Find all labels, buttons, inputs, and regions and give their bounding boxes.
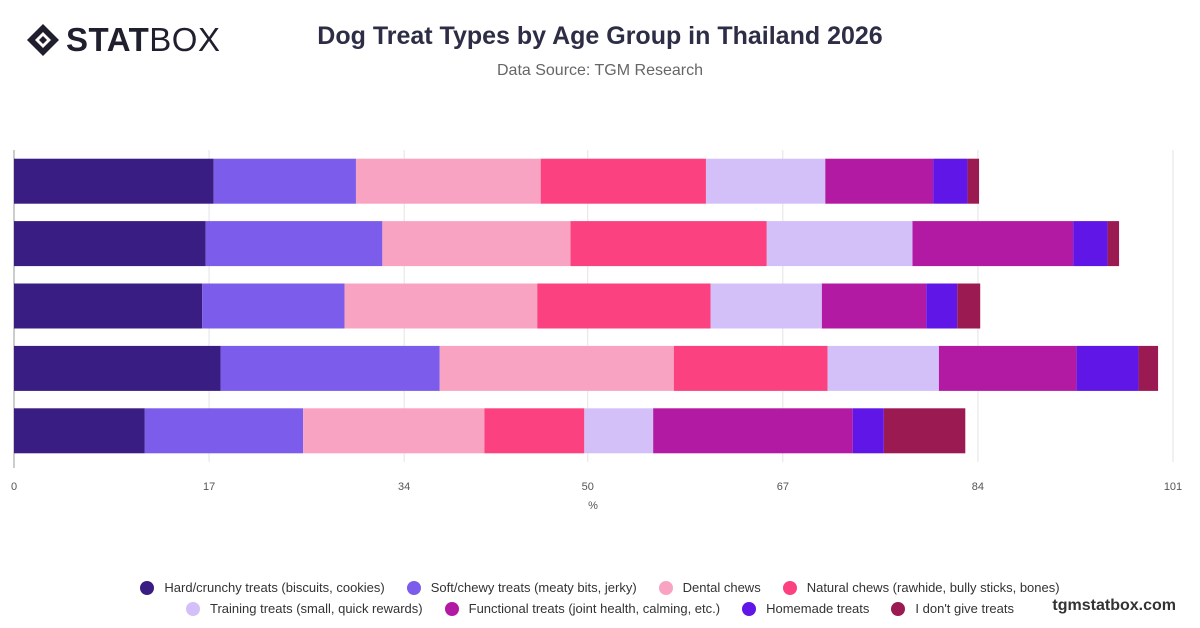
bar-segment (14, 283, 203, 329)
stacked-bar-chart: 0 17 34 50 67 84 101% (11, 150, 1182, 512)
bar-segment (926, 283, 958, 329)
legend-label: Homemade treats (766, 601, 870, 616)
bar-segment (933, 158, 968, 204)
bar-segment (439, 345, 674, 391)
bar-segment (827, 345, 939, 391)
bar-segment (653, 408, 853, 454)
legend-item[interactable]: Dental chews (658, 580, 761, 595)
bar-segment (213, 158, 356, 204)
bar-segment (14, 158, 214, 204)
bar-segment (1076, 345, 1139, 391)
chart-subtitle: Data Source: TGM Research (496, 62, 703, 79)
bar-segment (570, 221, 767, 267)
x-tick-label: 50 (582, 481, 594, 493)
legend-row: Hard/crunchy treats (biscuits, cookies) S… (0, 580, 1200, 595)
legend-row: Training treats (small, quick rewards) Fu… (0, 601, 1200, 616)
legend-label: Soft/chewy treats (meaty bits, jerky) (430, 580, 637, 595)
bar-segment (821, 283, 927, 329)
bar-segment (540, 158, 706, 204)
bar-segment (14, 345, 221, 391)
legend-label: Hard/crunchy treats (biscuits, cookies) (164, 580, 385, 595)
bar-segment (1138, 345, 1159, 391)
watermark: tgmstatbox.com (1052, 597, 1176, 614)
bar-segment (912, 221, 1074, 267)
bar-segment (705, 158, 826, 204)
bar-segment (14, 408, 145, 454)
bar-segment (355, 158, 541, 204)
bar-segment (1073, 221, 1108, 267)
bar-segment (144, 408, 304, 454)
bar-segment (852, 408, 884, 454)
bar-segment (673, 345, 828, 391)
bar-segment (938, 345, 1077, 391)
bar-segment (484, 408, 585, 454)
legend-label: Natural chews (rawhide, bully sticks, bo… (806, 580, 1060, 595)
bar-segment (766, 221, 913, 267)
bar-segment (1107, 221, 1120, 267)
legend-item[interactable]: I don't give treats (891, 601, 1014, 616)
legend-label: I don't give treats (915, 601, 1014, 616)
legend-swatch (140, 580, 155, 595)
bar-segment (584, 408, 654, 454)
legend-label: Training treats (small, quick rewards) (209, 601, 423, 616)
bar-segment (537, 283, 711, 329)
bar-segment (825, 158, 934, 204)
legend-swatch (891, 601, 906, 616)
legend-item[interactable]: Training treats (small, quick rewards) (185, 601, 423, 616)
bar-segment (220, 345, 440, 391)
legend-item[interactable]: Hard/crunchy treats (biscuits, cookies) (140, 580, 385, 595)
legend-swatch (444, 601, 459, 616)
legend-label: Dental chews (682, 580, 761, 595)
bar-segment (303, 408, 485, 454)
x-tick-label: 34 (398, 481, 410, 493)
x-tick-label: 101 (1164, 481, 1182, 493)
bar-segment (967, 158, 980, 204)
legend-swatch (658, 580, 673, 595)
bar-segment (710, 283, 822, 329)
diamond-logo-icon (27, 24, 59, 56)
bar-segment (202, 283, 345, 329)
bar-segment (14, 221, 206, 267)
legend-swatch (742, 601, 757, 616)
x-tick-label: 0 (11, 481, 17, 493)
legend-item[interactable]: Soft/chewy treats (meaty bits, jerky) (406, 580, 637, 595)
bar-segment (344, 283, 538, 329)
bar-segment (883, 408, 966, 454)
bar-segment (382, 221, 571, 267)
x-axis-label: % (588, 500, 598, 512)
legend-item[interactable]: Homemade treats (742, 601, 869, 616)
legend-item[interactable]: Natural chews (rawhide, bully sticks, bo… (782, 580, 1060, 595)
logo-wordmark: STATBOX (66, 21, 221, 58)
legend-label: Functional treats (joint health, calming… (468, 601, 721, 616)
x-tick-label: 17 (203, 481, 215, 493)
chart-title: Dog Treat Types by Age Group in Thailand… (317, 22, 883, 50)
legend-swatch (406, 580, 421, 595)
legend-swatch (185, 601, 200, 616)
bar-segment (957, 283, 981, 329)
legend-swatch (782, 580, 797, 595)
bar-segment (205, 221, 383, 267)
x-tick-label: 84 (972, 481, 984, 493)
statbox-logo: STATBOX (26, 22, 220, 58)
x-tick-label: 67 (777, 481, 789, 493)
legend-item[interactable]: Functional treats (joint health, calming… (444, 601, 721, 616)
chart-legend: Hard/crunchy treats (biscuits, cookies) S… (0, 580, 1200, 622)
